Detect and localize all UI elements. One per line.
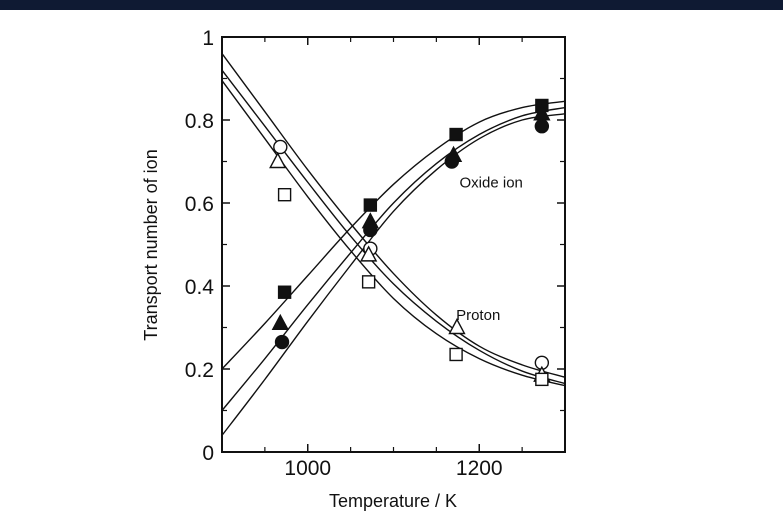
y-tick-label: 0 xyxy=(202,442,214,465)
annotation-oxide-ion: Oxide ion xyxy=(460,174,523,191)
data-point-proton-square xyxy=(449,347,463,362)
axis-labels: 1000 1200 0 0.2 0.4 0.6 0.8 1 xyxy=(185,27,503,480)
data-point-oxide-ion-circle xyxy=(534,119,550,134)
data-point-proton-triangle xyxy=(359,245,378,262)
data-point-proton-square xyxy=(361,275,376,289)
fit-curves xyxy=(222,53,565,436)
top-bar xyxy=(0,0,783,10)
y-axis-label: Transport number of ion xyxy=(141,149,161,340)
y-tick-label: 1 xyxy=(202,27,214,50)
data-points xyxy=(269,98,551,387)
data-point-proton-square xyxy=(277,187,292,202)
data-point-proton-square xyxy=(535,372,549,387)
y-tick-label: 0.6 xyxy=(185,193,214,216)
data-point-oxide-ion-circle xyxy=(274,334,290,350)
data-point-oxide-ion-triangle xyxy=(271,313,289,331)
data-point-proton-circle xyxy=(273,139,288,155)
y-tick-label: 0.2 xyxy=(185,359,214,382)
fit-curve-oxide-ion-square xyxy=(222,100,565,370)
data-point-oxide-ion-square xyxy=(449,127,463,142)
data-point-oxide-ion-square xyxy=(363,198,378,212)
data-point-oxide-ion-circle xyxy=(444,154,460,169)
annotation-proton: Proton xyxy=(456,307,500,324)
y-tick-label: 0.4 xyxy=(185,276,215,299)
data-point-proton-triangle xyxy=(448,318,466,335)
fit-curve-proton-circle xyxy=(222,53,565,378)
fit-curve-proton-triangle xyxy=(222,69,565,385)
fit-curve-oxide-ion-circle xyxy=(222,113,565,436)
fit-curve-proton-square xyxy=(222,80,565,387)
plot-frame xyxy=(221,36,566,453)
transport-number-chart: 1000 1200 0 0.2 0.4 0.6 0.8 1 Temperature / K T… xyxy=(141,27,566,511)
x-tick-label: 1000 xyxy=(284,457,331,480)
x-tick-label: 1200 xyxy=(456,457,503,480)
data-point-oxide-ion-square xyxy=(277,285,292,299)
axis-ticks xyxy=(222,36,565,453)
data-point-proton-triangle xyxy=(269,152,287,169)
fit-curve-oxide-ion-triangle xyxy=(222,106,565,411)
data-point-oxide-ion-circle xyxy=(363,222,378,238)
y-tick-label: 0.8 xyxy=(185,110,214,133)
x-axis-label: Temperature / K xyxy=(329,491,457,511)
slide-area: 1000 1200 0 0.2 0.4 0.6 0.8 1 Temperature / K T… xyxy=(0,10,783,522)
